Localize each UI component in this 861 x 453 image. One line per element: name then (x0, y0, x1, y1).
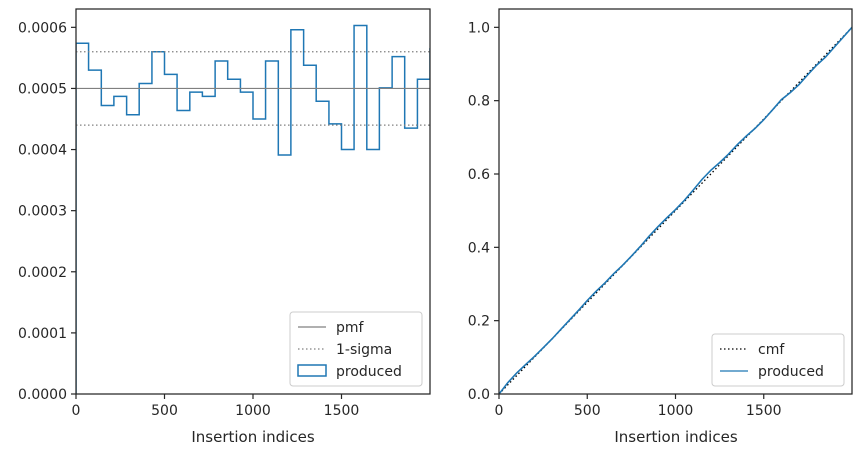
pmf-y-tick-label: 0.0003 (18, 204, 67, 220)
pmf-series-group (76, 24, 430, 394)
cmf-y-tick-label: 0.2 (468, 314, 490, 330)
cmf-plot-area (499, 26, 852, 394)
pmf-legend: pmf 1-sigma produced (289, 311, 423, 387)
cmf-produced-line (499, 26, 852, 394)
pmf-x-tick-label: 1500 (324, 403, 360, 419)
cmf-y-tick-label: 0.8 (468, 94, 490, 110)
cmf-x-tick-label: 0 (495, 403, 504, 419)
pmf-ticks: 0 500 1000 1500 0.0000 0.0001 0.0002 0.0003 0.00… (18, 20, 359, 419)
cmf-y-tick-label: 1.0 (468, 20, 490, 36)
pmf-y-tick-label: 0.0002 (18, 265, 67, 281)
pmf-legend-label-pmf: pmf (336, 320, 365, 336)
cmf-x-tick-label: 500 (574, 403, 601, 419)
pmf-legend-label-produced: produced (336, 364, 402, 380)
cmf-legend-label-produced: produced (758, 364, 824, 380)
cmf-x-tick-label: 1500 (746, 403, 782, 419)
cmf-series-group (499, 26, 852, 394)
pmf-produced-histogram (76, 24, 430, 394)
cmf-y-tick-label: 0.6 (468, 167, 490, 183)
cmf-legend-label-cmf: cmf (758, 342, 785, 358)
cmf-legend: cmf produced (711, 333, 845, 387)
pmf-legend-swatch-produced (297, 364, 327, 377)
cmf-panel: 0 500 1000 1500 0.0 0.2 0.4 0.6 0.8 1.0 Insertion… (468, 8, 853, 446)
cmf-ticks: 0 500 1000 1500 0.0 0.2 0.4 0.6 0.8 1.0 (468, 20, 782, 419)
pmf-x-tick-label: 1000 (235, 403, 271, 419)
pmf-legend-box (289, 311, 423, 387)
pmf-x-tick-label: 500 (151, 403, 178, 419)
cmf-y-tick-label: 0.4 (468, 240, 490, 256)
pmf-x-tick-label: 0 (72, 403, 81, 419)
pmf-y-tick-label: 0.0005 (18, 81, 67, 97)
cmf-y-tick-label: 0.0 (468, 387, 490, 403)
pmf-histogram-panel: 0 500 1000 1500 0.0000 0.0001 0.0002 0.0003 0.00… (18, 8, 431, 446)
cmf-x-tick-label: 1000 (658, 403, 694, 419)
pmf-x-axis-label: Insertion indices (191, 428, 314, 446)
pmf-y-tick-label: 0.0001 (18, 326, 67, 342)
pmf-y-tick-label: 0.0000 (18, 387, 67, 403)
pmf-legend-label-1-sigma: 1-sigma (336, 342, 392, 358)
cmf-legend-box (711, 333, 845, 387)
pmf-plot-area (76, 24, 430, 394)
pmf-y-tick-label: 0.0006 (18, 20, 67, 36)
pmf-y-tick-label: 0.0004 (18, 143, 67, 159)
cmf-x-axis-label: Insertion indices (614, 428, 737, 446)
